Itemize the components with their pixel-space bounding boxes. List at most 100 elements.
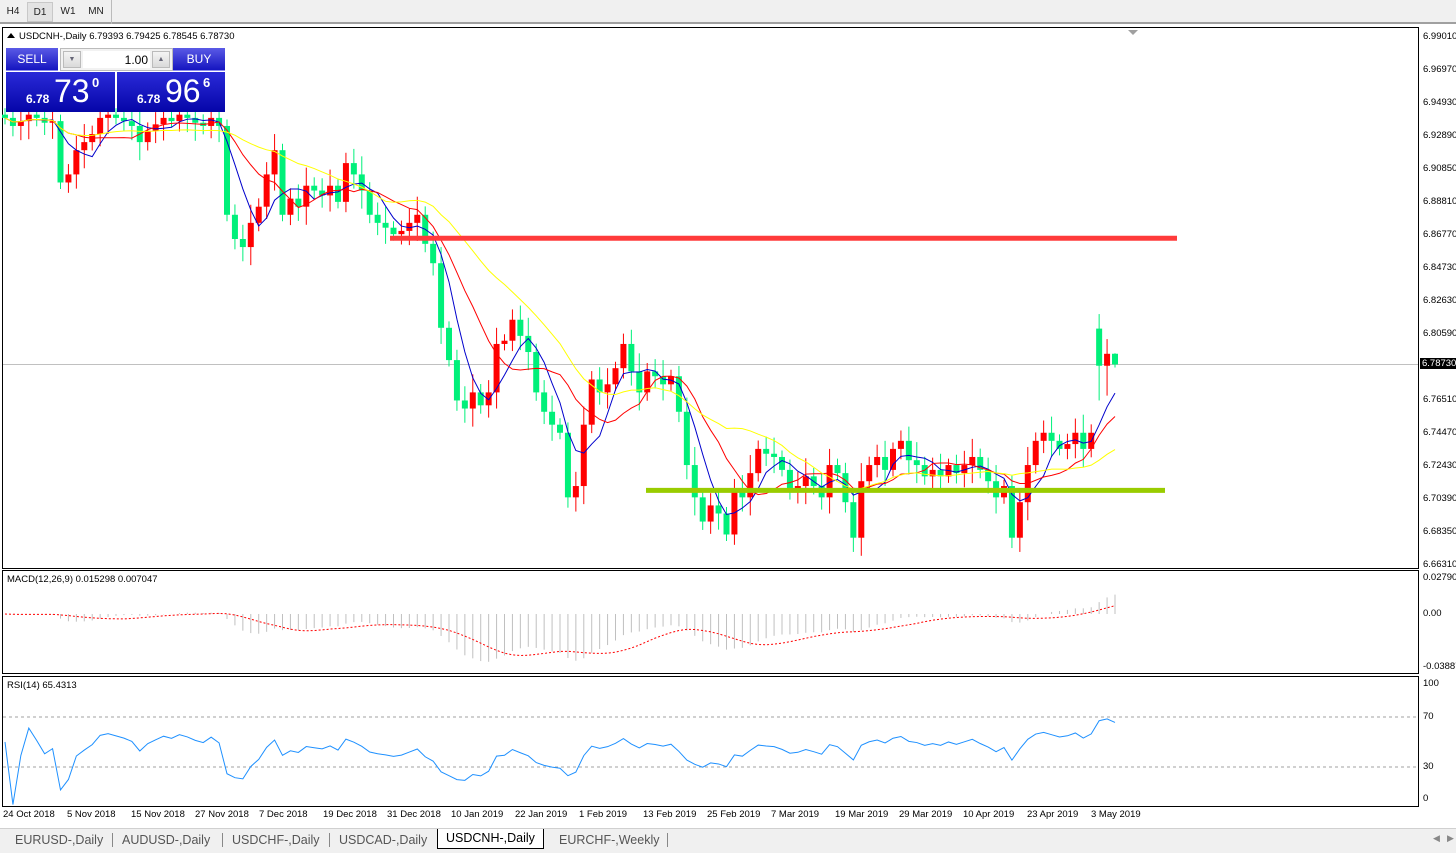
bid-price-box[interactable]: 6.78 73 0 [6, 72, 115, 112]
ask-price-box[interactable]: 6.78 96 6 [117, 72, 225, 112]
candle-body [897, 440, 904, 449]
candle-body [652, 371, 659, 377]
macd-pane[interactable] [2, 570, 1419, 674]
timeframe-h4[interactable]: H4 [6, 6, 20, 17]
candle-body [572, 486, 579, 498]
date-axis-label: 10 Jan 2019 [451, 809, 504, 820]
candle-body [105, 114, 112, 118]
candle-body [707, 505, 714, 522]
date-axis-label: 5 Nov 2018 [67, 809, 116, 820]
date-axis-label: 22 Jan 2019 [515, 809, 568, 820]
tab-divider [667, 833, 668, 847]
tab-divider [329, 833, 330, 847]
candle-body [128, 121, 135, 126]
candle-body [890, 448, 896, 470]
candle-body [287, 198, 294, 215]
buy-button[interactable]: BUY [173, 48, 225, 71]
price-axis-label: 6.76510 [1423, 394, 1456, 406]
candle-body [850, 502, 857, 538]
candle-body [1104, 353, 1111, 366]
candle-body [913, 460, 920, 466]
lot-size-input[interactable] [83, 51, 150, 68]
candle-body [1008, 486, 1015, 538]
scroll-right-icon[interactable]: ▶ [1447, 833, 1454, 843]
sell-button[interactable]: SELL [6, 48, 58, 71]
candle-body [295, 198, 302, 207]
tab-audusd-daily[interactable]: AUDUSD-,Daily [122, 833, 211, 847]
candle-body [882, 456, 889, 470]
candle-body [802, 476, 809, 487]
candle-body [1048, 432, 1055, 441]
candle-body [874, 456, 881, 466]
moving-average-line-1 [4, 117, 1116, 516]
tab-eurusd-daily[interactable]: EURUSD-,Daily [15, 833, 104, 847]
candle-body [382, 222, 389, 228]
candle-body [580, 424, 587, 487]
candle-body [501, 340, 508, 344]
candle-body [2, 114, 8, 118]
tab-usdcad-daily[interactable]: USDCAD-,Daily [339, 833, 428, 847]
chart-shift-icon [1128, 30, 1138, 35]
price-axis-label: 6.96970 [1423, 63, 1456, 75]
tab-usdcnh-daily[interactable]: USDCNH-,Daily [437, 829, 544, 849]
lot-increase-icon[interactable]: ▲ [152, 51, 170, 68]
candle-body [628, 343, 635, 372]
candle-body [826, 465, 833, 498]
tab-usdchf-daily[interactable]: USDCHF-,Daily [232, 833, 320, 847]
candle-body [509, 319, 516, 341]
candle-body [636, 371, 643, 393]
candle-body [699, 497, 706, 522]
timeframe-toolbar: H4 D1 W1 MN [0, 0, 1456, 24]
candle-body [953, 465, 960, 474]
candle-body [493, 343, 500, 393]
rsi-line [4, 718, 1116, 805]
date-axis-label: 7 Mar 2019 [771, 809, 820, 820]
price-axis-label: 6.88810 [1423, 195, 1456, 207]
chart-tabs-bar: EURUSD-,Daily AUDUSD-,Daily USDCHF-,Dail… [0, 828, 1456, 853]
price-axis-label: 6.92890 [1423, 129, 1456, 141]
candle-body [469, 392, 476, 409]
scroll-left-icon[interactable]: ◀ [1433, 833, 1440, 843]
candle-body [715, 505, 722, 514]
candle-body [168, 117, 175, 122]
tab-eurchf-weekly[interactable]: EURCHF-,Weekly [559, 833, 660, 847]
price-pane[interactable] [2, 27, 1419, 569]
candle-body [771, 453, 778, 457]
timeframe-w1[interactable]: W1 [60, 6, 76, 17]
rsi-pane[interactable] [2, 676, 1419, 807]
lot-decrease-icon[interactable]: ▼ [63, 51, 81, 68]
candle-body [644, 371, 651, 393]
date-axis-label: 19 Dec 2018 [323, 809, 377, 820]
ask-prefix: 6.78 [137, 92, 161, 106]
candle-body [969, 456, 976, 466]
rsi-axis-label: 0 [1423, 793, 1429, 804]
date-axis-label: 23 Apr 2019 [1027, 809, 1079, 820]
price-axis-label: 6.80590 [1423, 328, 1456, 340]
candle-body [65, 174, 72, 183]
candle-body [533, 352, 540, 393]
lot-size-stepper[interactable]: ▼ ▲ [60, 48, 173, 71]
candle-body [184, 114, 191, 118]
date-axis-label: 31 Dec 2018 [387, 809, 441, 820]
candle-body [239, 238, 246, 248]
candle-body [461, 400, 468, 409]
timeframe-d1[interactable]: D1 [27, 2, 53, 22]
candle-body [937, 469, 944, 477]
candle-body [739, 489, 746, 498]
collapse-triangle-icon[interactable] [7, 33, 15, 38]
candle-body [1056, 440, 1063, 449]
candle-body [588, 379, 595, 425]
candle-body [319, 190, 326, 196]
price-axis-label: 6.90850 [1423, 162, 1456, 174]
candle-body [564, 432, 571, 498]
ask-sup: 6 [203, 75, 211, 90]
candle-body [255, 206, 262, 223]
candle-body [231, 214, 238, 239]
candle-body [842, 473, 849, 503]
date-axis-label: 15 Nov 2018 [131, 809, 185, 820]
candle-body [366, 190, 373, 215]
chart-title-text: USDCNH-,Daily 6.79393 6.79425 6.78545 6.… [19, 31, 235, 42]
timeframe-mn[interactable]: MN [88, 6, 104, 17]
candle-body [1072, 432, 1079, 445]
candle-body [374, 214, 381, 223]
